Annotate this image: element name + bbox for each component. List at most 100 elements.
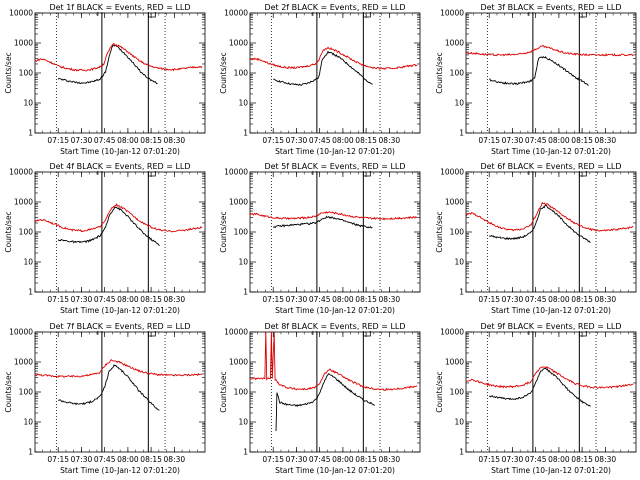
x-tick-label: 08:15 <box>355 455 377 464</box>
y-tick-label: 10000 <box>440 328 464 337</box>
y-axis-label: Counts/sec <box>219 371 228 412</box>
plot-frame <box>249 12 421 134</box>
y-tick-label: 1 <box>243 448 248 457</box>
x-tick-label: 08:00 <box>332 295 354 304</box>
x-tick-label: 07:45 <box>309 295 331 304</box>
panel-det-9: Det 9f BLACK = Events, RED = LLD Counts/s… <box>435 322 637 475</box>
x-axis-label: Start Time (10-Jan-12 07:01:20) <box>491 147 611 156</box>
y-tick-label: 1 <box>28 448 33 457</box>
y-tick-label: 1 <box>459 288 464 297</box>
series-line-events <box>58 364 160 411</box>
panel-det-3: Det 3f BLACK = Events, RED = LLD Counts/s… <box>435 3 637 156</box>
series-line-lld <box>249 46 418 70</box>
series-line-events <box>273 50 373 86</box>
y-tick-label: 1000 <box>229 39 248 48</box>
y-tick-label: 1 <box>28 288 33 297</box>
end-bracket-marker <box>578 331 587 337</box>
x-tick-label: 08:00 <box>117 136 139 145</box>
plot-frame <box>465 12 637 134</box>
y-tick-label: 1000 <box>445 358 464 367</box>
y-tick-label: 10 <box>23 418 33 427</box>
y-tick-label: 10000 <box>224 328 248 337</box>
y-tick-label: 10 <box>454 258 464 267</box>
y-axis-label: Counts/sec <box>219 211 228 252</box>
x-tick-label: 08:00 <box>117 295 139 304</box>
y-tick-label: 10000 <box>440 168 464 177</box>
x-tick-label: 08:15 <box>355 295 377 304</box>
start-bracket-marker <box>528 171 534 175</box>
series-line-lld <box>465 44 634 57</box>
panel-det-2: Det 2f BLACK = Events, RED = LLD Counts/s… <box>219 3 421 156</box>
x-tick-label: 08:30 <box>164 295 186 304</box>
x-tick-label: 08:00 <box>548 455 570 464</box>
start-bracket-marker <box>97 331 103 335</box>
y-tick-label: 100 <box>19 388 34 397</box>
y-tick-label: 1 <box>459 448 464 457</box>
x-tick-label: 07:30 <box>286 136 308 145</box>
x-axis-label: Start Time (10-Jan-12 07:01:20) <box>275 147 395 156</box>
series-line-events <box>57 206 160 246</box>
plot-title: Det 2f BLACK = Events, RED = LLD <box>264 3 405 12</box>
series-line-events <box>275 373 375 432</box>
x-axis-label: Start Time (10-Jan-12 07:01:20) <box>491 306 611 315</box>
series-line-lld <box>34 359 203 378</box>
x-tick-label: 08:15 <box>140 455 162 464</box>
y-axis-label: Counts/sec <box>435 211 444 252</box>
x-tick-label: 07:15 <box>262 136 284 145</box>
plot-frame <box>34 12 206 134</box>
plot-title: Det 8f BLACK = Events, RED = LLD <box>264 322 405 331</box>
plot-frame <box>465 171 637 293</box>
panel-det-6: Det 6f BLACK = Events, RED = LLD Counts/s… <box>435 162 637 315</box>
y-tick-label: 100 <box>234 388 249 397</box>
x-tick-label: 08:30 <box>595 295 617 304</box>
end-bracket-marker <box>362 331 371 337</box>
x-tick-label: 07:15 <box>262 455 284 464</box>
panel-det-8: Det 8f BLACK = Events, RED = LLD Counts/s… <box>219 322 421 475</box>
series-line-events <box>489 56 589 86</box>
x-tick-label: 07:45 <box>525 455 547 464</box>
y-tick-label: 1000 <box>445 198 464 207</box>
x-tick-label: 07:30 <box>502 136 524 145</box>
plot-frame <box>249 331 421 453</box>
y-tick-label: 1 <box>243 288 248 297</box>
series-line-lld <box>34 202 203 233</box>
y-tick-label: 100 <box>450 388 465 397</box>
x-tick-label: 08:15 <box>355 136 377 145</box>
plot-title: Det 1f BLACK = Events, RED = LLD <box>49 3 190 12</box>
x-axis-label: Start Time (10-Jan-12 07:01:20) <box>60 306 180 315</box>
panel-det-4: Det 4f BLACK = Events, RED = LLD Counts/s… <box>4 162 206 315</box>
plot-title: Det 6f BLACK = Events, RED = LLD <box>480 162 621 171</box>
x-tick-label: 07:30 <box>502 455 524 464</box>
start-bracket-marker <box>97 171 103 175</box>
y-tick-label: 10 <box>238 99 248 108</box>
series-line-lld <box>465 201 634 232</box>
x-tick-label: 08:15 <box>140 295 162 304</box>
y-tick-label: 10000 <box>224 168 248 177</box>
x-tick-label: 08:15 <box>571 455 593 464</box>
x-tick-label: 07:45 <box>94 136 116 145</box>
start-bracket-marker <box>312 12 318 16</box>
x-tick-label: 08:15 <box>571 136 593 145</box>
x-tick-label: 07:45 <box>94 455 116 464</box>
end-bracket-marker <box>147 331 156 337</box>
end-bracket-marker <box>578 171 587 177</box>
series-line-lld <box>249 211 418 221</box>
series-line-events <box>488 367 591 407</box>
plot-frame <box>34 331 206 453</box>
x-tick-label: 08:15 <box>140 136 162 145</box>
end-bracket-marker <box>362 12 371 18</box>
y-tick-label: 10 <box>23 99 33 108</box>
start-bracket-marker <box>528 331 534 335</box>
y-tick-label: 10000 <box>9 328 33 337</box>
plot-title: Det 3f BLACK = Events, RED = LLD <box>480 3 621 12</box>
y-axis-label: Counts/sec <box>219 52 228 93</box>
series-line-lld <box>465 365 634 389</box>
x-tick-label: 07:45 <box>309 136 331 145</box>
y-tick-label: 10 <box>454 418 464 427</box>
x-tick-label: 07:30 <box>286 295 308 304</box>
series-line-events <box>488 204 591 243</box>
y-axis-label: Counts/sec <box>4 371 13 412</box>
y-tick-label: 10000 <box>224 9 248 18</box>
y-tick-label: 1 <box>459 129 464 138</box>
